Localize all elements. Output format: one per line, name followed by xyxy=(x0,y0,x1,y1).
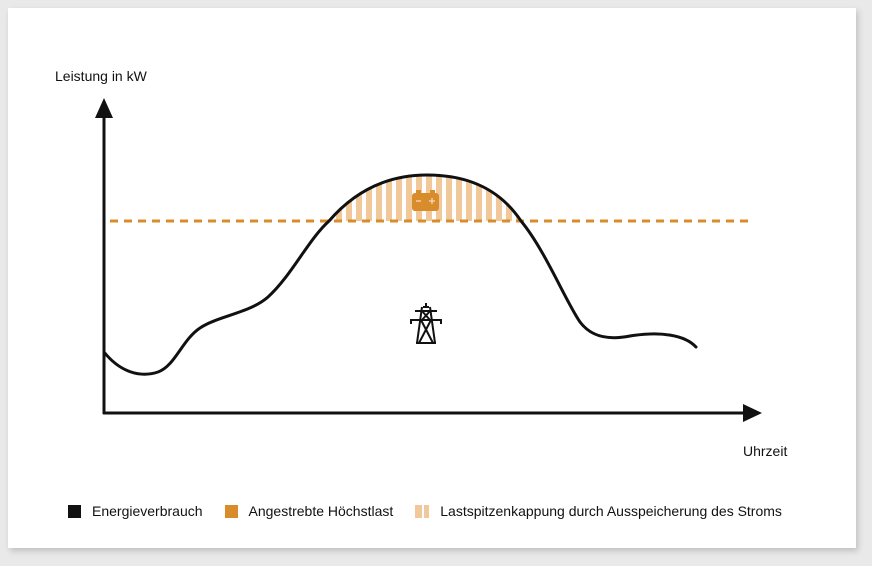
legend-label-consumption: Energieverbrauch xyxy=(92,503,203,519)
y-axis-arrow xyxy=(95,98,113,118)
y-axis-label: Leistung in kW xyxy=(55,68,147,84)
battery-icon xyxy=(412,190,439,211)
peak-shaving-stripe xyxy=(396,175,402,221)
x-axis-label: Uhrzeit xyxy=(743,443,788,459)
legend-item-target-peak: Angestrebte Höchstlast xyxy=(224,503,394,519)
peak-shaving-stripe xyxy=(506,175,512,221)
legend-item-peak-shaving: Lastspitzenkappung durch Ausspeicherung … xyxy=(415,503,782,519)
legend-label-peak-shaving: Lastspitzenkappung durch Ausspeicherung … xyxy=(440,503,782,519)
legend-swatch-peak-shaving xyxy=(415,504,430,518)
legend-swatch-consumption xyxy=(68,504,81,518)
peak-shaving-stripe xyxy=(336,175,342,221)
legend-swatch-target-peak xyxy=(224,504,238,518)
peak-shaving-stripe xyxy=(406,175,412,221)
peak-shaving-stripe xyxy=(456,175,462,221)
peak-shaving-stripe xyxy=(446,175,452,221)
peak-shaving-stripe xyxy=(376,175,382,221)
peak-shaving-stripe xyxy=(356,175,362,221)
peak-shaving-stripe xyxy=(346,175,352,221)
legend: Energieverbrauch Angestrebte Höchstlast … xyxy=(68,503,804,519)
x-axis-arrow xyxy=(743,404,762,422)
diagram-card xyxy=(8,8,856,548)
legend-label-target-peak: Angestrebte Höchstlast xyxy=(248,503,394,519)
peak-shaving-stripe xyxy=(366,175,372,221)
peak-shaving-stripe xyxy=(486,175,492,221)
peak-shaving-stripe xyxy=(386,175,392,221)
power-pylon-icon xyxy=(410,303,442,344)
peak-shaving-stripe xyxy=(476,175,482,221)
energy-consumption-curve xyxy=(102,173,698,376)
peak-shaving-stripe xyxy=(466,175,472,221)
legend-item-consumption: Energieverbrauch xyxy=(68,503,203,519)
